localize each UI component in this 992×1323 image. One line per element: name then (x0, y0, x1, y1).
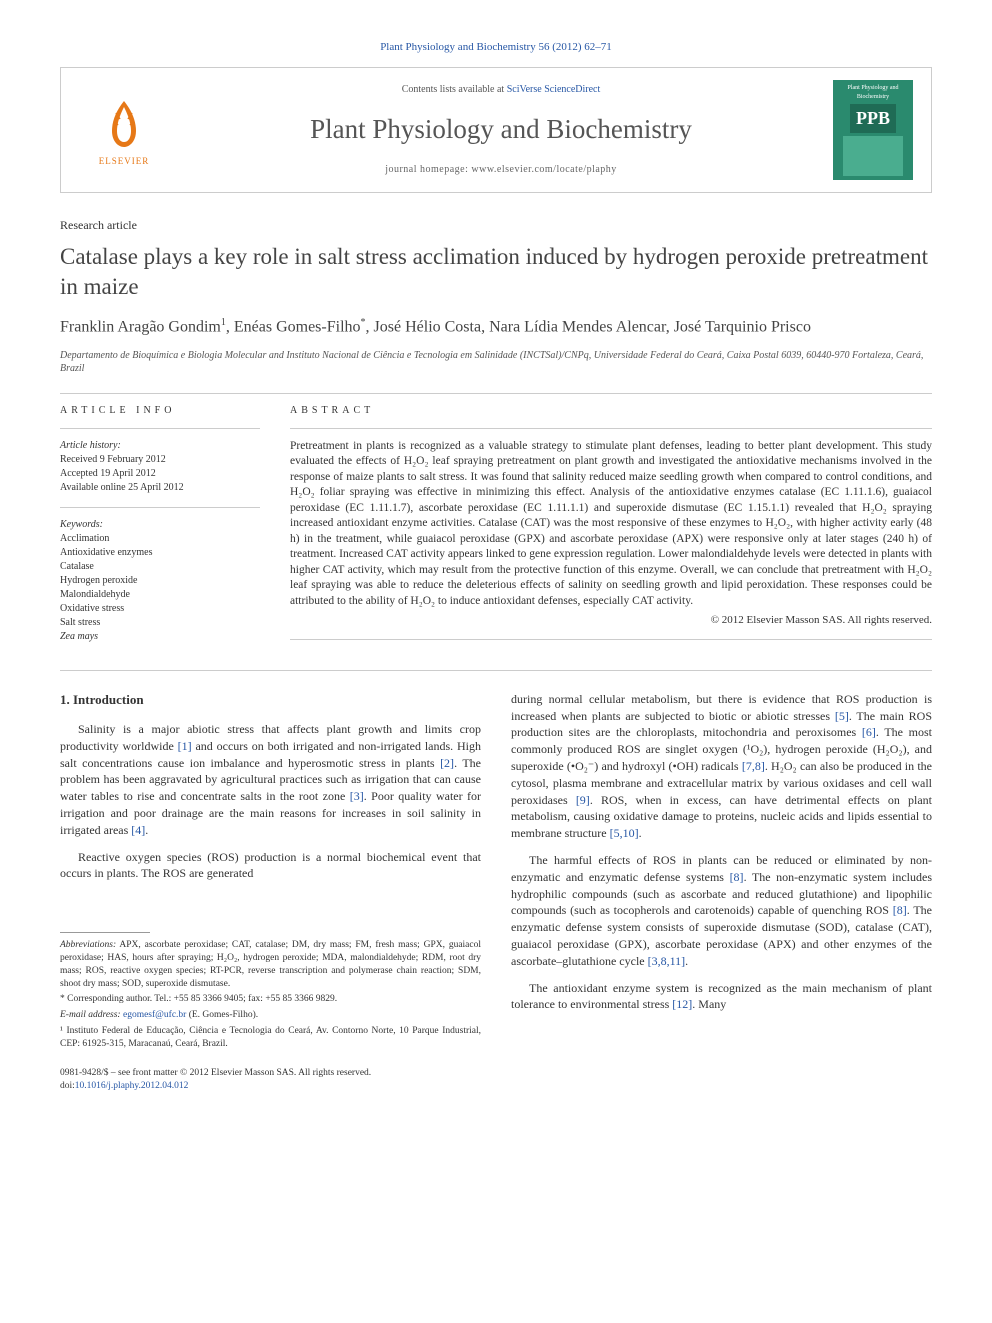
homepage-url[interactable]: www.elsevier.com/locate/plaphy (471, 164, 616, 175)
corr-text: Tel.: +55 85 3366 9405; fax: +55 85 3366… (154, 994, 337, 1004)
paragraph: The antioxidant enzyme system is recogni… (511, 980, 932, 1014)
history-heading: Article history: (60, 439, 260, 453)
citation-link[interactable]: [3] (350, 789, 364, 803)
keywords-heading: Keywords: (60, 518, 260, 532)
article-history: Article history: Received 9 February 201… (60, 439, 260, 495)
citation-link[interactable]: [8] (893, 903, 907, 917)
contents-prefix: Contents lists available at (402, 84, 507, 95)
cover-badge: PPB (850, 104, 896, 133)
article-info-column: ARTICLE INFO Article history: Received 9… (60, 404, 260, 650)
keyword: Acclimation (60, 532, 260, 546)
citation-link[interactable]: [12] (672, 997, 692, 1011)
elsevier-label: ELSEVIER (99, 155, 150, 168)
keyword: Antioxidative enzymes (60, 546, 260, 560)
keyword: Hydrogen peroxide (60, 574, 260, 588)
online-date: Available online 25 April 2012 (60, 481, 260, 495)
homepage-prefix: journal homepage: (385, 164, 471, 175)
cover-image-placeholder (843, 136, 903, 176)
issn-line: 0981-9428/$ – see front matter © 2012 El… (60, 1067, 481, 1080)
body-two-column: 1. Introduction Salinity is a major abio… (60, 691, 932, 1093)
authors-line: Franklin Aragão Gondim1, Enéas Gomes-Fil… (60, 316, 932, 339)
publisher-logo-block: ELSEVIER (79, 93, 169, 168)
article-info-label: ARTICLE INFO (60, 404, 260, 418)
fn1-text: Instituto Federal de Educação, Ciência e… (60, 1026, 481, 1049)
section-heading: 1. Introduction (60, 691, 481, 709)
keyword: Zea mays (60, 630, 260, 644)
paragraph: The harmful effects of ROS in plants can… (511, 852, 932, 970)
journal-cover-thumb: Plant Physiology and Biochemistry PPB (833, 80, 913, 180)
corr-label: * Corresponding author. (60, 994, 154, 1004)
journal-homepage-line: journal homepage: www.elsevier.com/locat… (169, 163, 833, 177)
banner-center: Contents lists available at SciVerse Sci… (169, 83, 833, 177)
abstract-copyright: © 2012 Elsevier Masson SAS. All rights r… (290, 613, 932, 628)
keyword: Oxidative stress (60, 602, 260, 616)
affiliation: Departamento de Bioquímica e Biologia Mo… (60, 349, 932, 375)
abbrev-label: Abbreviations: (60, 940, 116, 950)
right-column: during normal cellular metabolism, but t… (511, 691, 932, 1093)
paragraph: Reactive oxygen species (ROS) production… (60, 849, 481, 883)
divider (60, 670, 932, 671)
citation-link[interactable]: [6] (862, 725, 876, 739)
citation-link[interactable]: [7,8] (742, 759, 765, 773)
abbrev-text: APX, ascorbate peroxidase; CAT, catalase… (60, 940, 481, 988)
sciencedirect-link[interactable]: SciVerse ScienceDirect (507, 84, 601, 95)
abbreviations-footnote: Abbreviations: APX, ascorbate peroxidase… (60, 939, 481, 990)
page-footer: 0981-9428/$ – see front matter © 2012 El… (60, 1067, 481, 1094)
citation-link[interactable]: [8] (730, 870, 744, 884)
divider (60, 428, 260, 429)
divider (60, 507, 260, 508)
keywords-block: Keywords: Acclimation Antioxidative enzy… (60, 518, 260, 644)
divider (290, 428, 932, 429)
email-footnote: E-mail address: egomesf@ufc.br (E. Gomes… (60, 1009, 481, 1022)
doi-line: doi:10.1016/j.plaphy.2012.04.012 (60, 1080, 481, 1093)
article-type: Research article (60, 217, 932, 234)
corresponding-author-footnote: * Corresponding author. Tel.: +55 85 336… (60, 993, 481, 1006)
email-suffix: (E. Gomes-Filho). (186, 1010, 258, 1020)
journal-name: Plant Physiology and Biochemistry (169, 111, 833, 149)
email-label: E-mail address: (60, 1010, 123, 1020)
footnotes: Abbreviations: APX, ascorbate peroxidase… (60, 939, 481, 1051)
cover-title: Plant Physiology and Biochemistry (837, 84, 909, 101)
received-date: Received 9 February 2012 (60, 453, 260, 467)
accepted-date: Accepted 19 April 2012 (60, 467, 260, 481)
paragraph: during normal cellular metabolism, but t… (511, 691, 932, 842)
citation-link[interactable]: [5,10] (610, 826, 639, 840)
elsevier-tree-icon (94, 93, 154, 153)
header-citation: Plant Physiology and Biochemistry 56 (20… (60, 40, 932, 55)
left-column: 1. Introduction Salinity is a major abio… (60, 691, 481, 1093)
abstract-text: Pretreatment in plants is recognized as … (290, 439, 932, 610)
divider (290, 639, 932, 640)
keyword: Catalase (60, 560, 260, 574)
abstract-label: ABSTRACT (290, 404, 932, 418)
paragraph: Salinity is a major abiotic stress that … (60, 721, 481, 839)
doi-label: doi: (60, 1081, 75, 1091)
keyword: Salt stress (60, 616, 260, 630)
divider (60, 393, 932, 394)
doi-link[interactable]: 10.1016/j.plaphy.2012.04.012 (75, 1081, 189, 1091)
email-link[interactable]: egomesf@ufc.br (123, 1010, 186, 1020)
affiliation-footnote: ¹ Instituto Federal de Educação, Ciência… (60, 1025, 481, 1051)
contents-available-line: Contents lists available at SciVerse Sci… (169, 83, 833, 97)
citation-link[interactable]: [5] (835, 709, 849, 723)
footnote-divider (60, 932, 150, 933)
citation-link[interactable]: [1] (178, 739, 192, 753)
abstract-column: ABSTRACT Pretreatment in plants is recog… (290, 404, 932, 650)
keyword: Malondialdehyde (60, 588, 260, 602)
citation-link[interactable]: [3,8,11] (648, 954, 686, 968)
meta-row: ARTICLE INFO Article history: Received 9… (60, 404, 932, 650)
citation-link[interactable]: [4] (131, 823, 145, 837)
citation-link[interactable]: [2] (440, 756, 454, 770)
journal-banner: ELSEVIER Contents lists available at Sci… (60, 67, 932, 193)
citation-link[interactable]: [9] (576, 793, 590, 807)
article-title: Catalase plays a key role in salt stress… (60, 242, 932, 302)
